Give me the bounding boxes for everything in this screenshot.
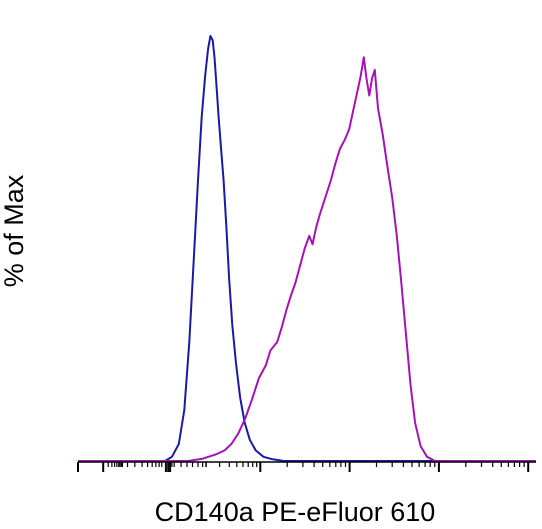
y-axis-title: % of Max: [0, 174, 29, 287]
histogram-series-2: [78, 56, 536, 462]
x-axis-title: CD140a PE-eFluor 610: [155, 497, 436, 527]
series-layer: [78, 35, 536, 462]
histogram-series-1: [78, 35, 536, 462]
x-axis: [77, 461, 536, 472]
